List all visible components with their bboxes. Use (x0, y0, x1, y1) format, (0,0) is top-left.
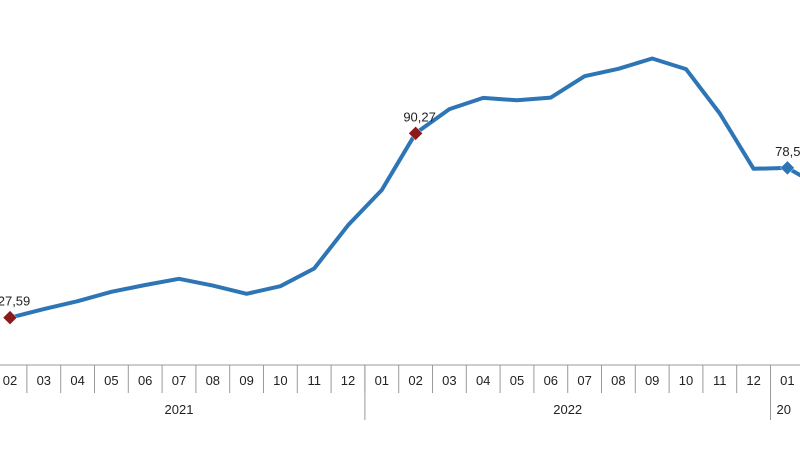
data-point (177, 277, 181, 281)
data-point (346, 223, 350, 227)
data-label: 27,59 (0, 294, 30, 309)
x-tick-label: 08 (206, 373, 220, 388)
highlight-marker (2, 310, 18, 326)
data-point (616, 67, 620, 71)
x-tick-label: 11 (713, 373, 727, 388)
data-point (549, 96, 553, 100)
year-label: 2021 (165, 402, 194, 417)
data-point (718, 112, 722, 116)
x-tick-label: 06 (138, 373, 152, 388)
data-point (76, 299, 80, 303)
data-point (515, 98, 519, 102)
data-marker-layer (2, 125, 795, 326)
x-tick-label: 10 (679, 373, 693, 388)
x-tick-label: 01 (780, 373, 794, 388)
x-tick-label: 12 (341, 373, 355, 388)
data-point (211, 284, 215, 288)
year-label: 20 (777, 402, 791, 417)
x-tick-label: 06 (544, 373, 558, 388)
data-point (143, 283, 147, 287)
data-point (42, 307, 46, 311)
x-tick-label: 03 (442, 373, 456, 388)
data-point (278, 284, 282, 288)
x-tick-label: 07 (577, 373, 591, 388)
x-tick-label: 03 (37, 373, 51, 388)
data-label: 90,27 (403, 109, 436, 124)
x-tick-label: 09 (239, 373, 253, 388)
data-point (583, 74, 587, 78)
x-tick-label: 12 (746, 373, 760, 388)
data-point (481, 96, 485, 100)
x-tick-label: 01 (375, 373, 389, 388)
series-line-layer (8, 56, 800, 320)
highlight-marker (780, 160, 795, 176)
x-tick-label: 07 (172, 373, 186, 388)
data-point (684, 67, 688, 71)
x-tick-label: 05 (510, 373, 524, 388)
x-tick-label: 02 (408, 373, 422, 388)
x-tick-label: 04 (476, 373, 490, 388)
highlight-marker (408, 125, 423, 141)
data-point (312, 267, 316, 271)
x-tick-label: 05 (104, 373, 118, 388)
data-point (650, 57, 654, 61)
data-point (380, 188, 384, 192)
year-label: 2022 (553, 402, 582, 417)
data-point (109, 290, 113, 294)
x-tick-label: 09 (645, 373, 659, 388)
data-point (245, 292, 249, 296)
series-line (8, 56, 800, 320)
x-axis: 02 03 04 05 06 07 08 09 10 11 12 01 02 03 04 05 06 07 08 09… (0, 364, 800, 420)
x-tick-label: 04 (70, 373, 84, 388)
x-tick-label: 10 (273, 373, 287, 388)
x-tick-label: 02 (3, 373, 17, 388)
data-label: 78,52 (775, 144, 800, 159)
x-tick-label: 08 (611, 373, 625, 388)
data-point (447, 107, 451, 111)
data-point (752, 167, 756, 171)
x-tick-label: 11 (307, 373, 321, 388)
data-label-layer: 27,59 90,27 78,52 (0, 109, 800, 308)
